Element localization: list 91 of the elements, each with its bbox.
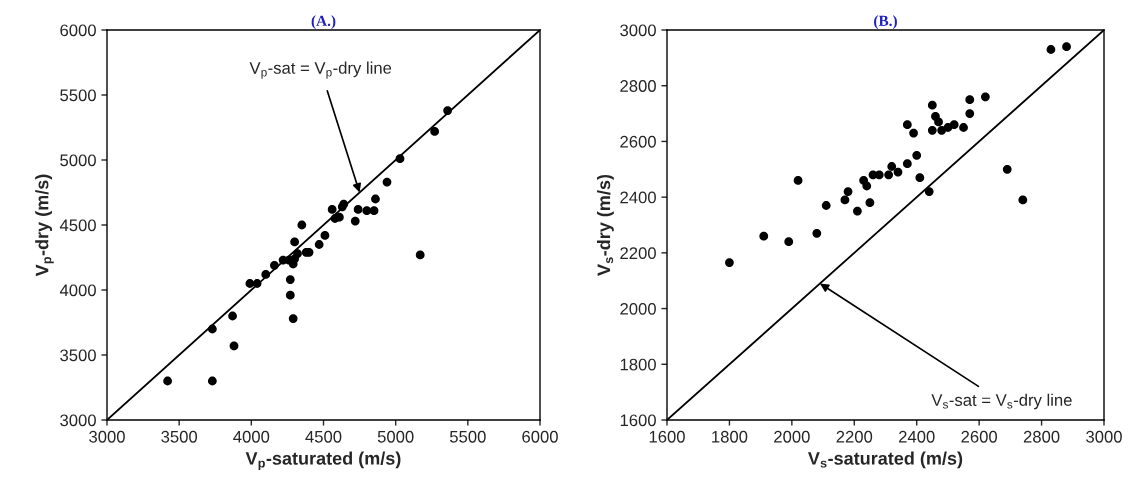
point — [725, 258, 734, 267]
y-tick-label: 4000 — [59, 284, 96, 297]
point — [821, 201, 831, 210]
x-tick-label: 3000 — [1086, 430, 1122, 443]
point — [909, 128, 918, 138]
point — [430, 127, 440, 136]
point — [793, 176, 803, 185]
point — [784, 237, 794, 247]
point — [320, 231, 330, 240]
point — [965, 109, 975, 118]
y-tick-label: 3000 — [60, 414, 96, 427]
point — [285, 290, 295, 300]
point — [382, 177, 392, 187]
point — [415, 250, 425, 260]
y-tick-label: 2800 — [620, 80, 656, 92]
point — [812, 228, 822, 238]
x-tick-label: 6000 — [522, 430, 558, 443]
point — [865, 198, 875, 208]
y-tick-label: 2200 — [620, 247, 656, 260]
y-tick-label: 6000 — [60, 24, 96, 37]
y-tick-label: 1800 — [620, 358, 656, 371]
point — [893, 167, 903, 177]
x-tick-label: 2200 — [836, 430, 873, 443]
point — [902, 120, 912, 130]
x-tick-label: 5000 — [377, 430, 414, 443]
point — [840, 195, 850, 205]
point — [927, 100, 937, 110]
point — [1018, 195, 1028, 205]
point — [353, 205, 363, 214]
x-tick-label: 1600 — [649, 430, 685, 443]
x-tick-label: 3500 — [161, 430, 198, 443]
point — [884, 170, 894, 180]
annotation: V$_{p}$-sat = V$_{p}$-dry line — [249, 61, 392, 79]
x-tick-label: 2000 — [774, 430, 810, 443]
point — [959, 123, 968, 132]
point — [759, 231, 769, 241]
point — [853, 206, 862, 216]
chart-title: (A.) — [311, 15, 336, 30]
point — [862, 181, 872, 191]
point — [843, 187, 853, 196]
point — [297, 220, 307, 230]
point — [327, 205, 337, 214]
x-tick-label: 1800 — [712, 430, 748, 443]
x-tick-label: 4500 — [305, 430, 342, 443]
y-tick-label: 2000 — [620, 302, 656, 315]
point — [369, 206, 379, 216]
y-axis-title: V$_{p}$-dry (m/s) — [35, 174, 54, 277]
point — [927, 125, 937, 135]
point — [1046, 45, 1056, 54]
point — [285, 275, 295, 284]
point — [915, 173, 925, 183]
y-tick-label: 3500 — [60, 349, 96, 362]
point — [314, 240, 324, 249]
point — [163, 376, 173, 386]
y-tick-label: 1600 — [620, 414, 656, 427]
x-tick-label: 2600 — [961, 430, 998, 443]
point — [924, 187, 934, 196]
y-tick-label: 4500 — [59, 219, 96, 232]
point — [290, 237, 300, 247]
y-tick-label: 5500 — [60, 89, 96, 102]
x-axis-title: V$_{s}$-saturated (m/s) — [807, 451, 963, 469]
x-tick-label: 2800 — [1023, 430, 1060, 443]
y-tick-label: 2400 — [620, 191, 656, 204]
x-tick-label: 5500 — [449, 430, 486, 443]
y-tick-label: 2600 — [620, 135, 656, 148]
point — [980, 92, 990, 102]
x-axis-title: V$_{p}$-saturated (m/s) — [245, 451, 401, 471]
annotation: V$_{s}$-sat = V$_{s}$-dry line — [931, 393, 1072, 410]
y-tick-label: 3000 — [620, 24, 656, 37]
x-tick-label: 3000 — [89, 430, 125, 443]
point — [362, 206, 372, 216]
point — [288, 314, 298, 323]
chart-title: (B.) — [874, 15, 897, 30]
point — [228, 311, 237, 321]
point — [902, 159, 912, 169]
point — [934, 117, 943, 127]
point — [887, 162, 897, 171]
point — [965, 95, 975, 105]
x-tick-label: 2400 — [899, 430, 935, 443]
point — [245, 279, 255, 288]
point — [371, 194, 380, 204]
point — [350, 216, 360, 226]
point — [207, 376, 217, 386]
y-axis-title: V$_{s}$-dry (m/s) — [596, 174, 614, 276]
point — [229, 341, 239, 351]
point — [912, 150, 922, 160]
point — [949, 120, 959, 130]
point — [1002, 164, 1012, 174]
y-tick-label: 5000 — [60, 154, 96, 167]
point — [1062, 42, 1071, 52]
x-tick-label: 4000 — [233, 430, 270, 443]
